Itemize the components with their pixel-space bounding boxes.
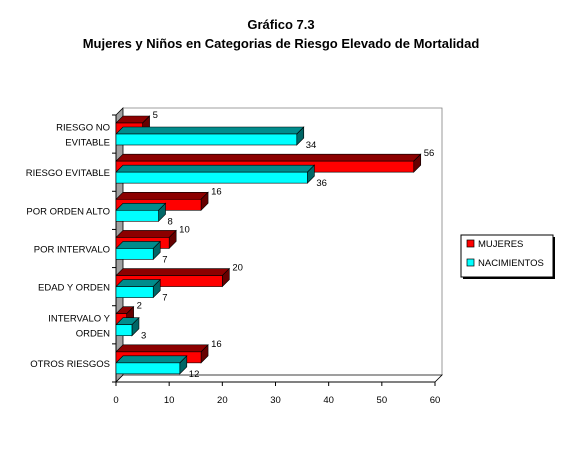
- bar-top-face: [115, 268, 231, 276]
- bar-top-face: [115, 164, 316, 173]
- legend: MUJERES NACIMIENTOS: [460, 234, 555, 279]
- bar-nacimientos: [115, 324, 133, 337]
- chart-title: Gráfico 7.3: [247, 17, 314, 32]
- category-label: RIESGO EVITABLE: [26, 168, 110, 179]
- x-tick-label: 0: [113, 395, 118, 406]
- category-label: POR INTERVALO: [34, 245, 110, 256]
- bar-top-face: [115, 355, 188, 364]
- bar-top-face: [115, 202, 167, 211]
- data-label: 16: [211, 339, 222, 350]
- data-label: 20: [232, 263, 243, 274]
- bar-top-face: [115, 241, 161, 249]
- bar-mujeres: [115, 275, 223, 287]
- bar-nacimientos: [115, 133, 298, 146]
- bar-nacimientos: [115, 286, 154, 298]
- category-label: OTROS RIESGOS: [30, 359, 110, 370]
- data-label: 36: [316, 178, 327, 189]
- bar-top-face: [115, 230, 177, 238]
- category-label: RIESGO NO: [56, 123, 110, 134]
- x-tick-label: 10: [164, 395, 175, 406]
- category-label: INTERVALO Y: [48, 313, 110, 324]
- data-label: 3: [141, 331, 146, 342]
- legend-swatch: [466, 239, 475, 248]
- data-label: 56: [424, 148, 435, 159]
- x-tick-label: 50: [377, 395, 388, 406]
- bar-top-face: [115, 344, 209, 353]
- data-label: 34: [306, 140, 317, 151]
- x-tick-label: 30: [270, 395, 281, 406]
- data-label: 12: [189, 369, 200, 380]
- legend-box: [460, 234, 554, 278]
- bar-nacimientos: [115, 362, 181, 375]
- category-label: POR ORDEN ALTO: [26, 206, 110, 217]
- data-label: 7: [162, 293, 167, 304]
- bar-top-face: [115, 153, 422, 162]
- legend-swatch: [466, 258, 475, 267]
- x-tick-label: 60: [430, 395, 441, 406]
- floor: [115, 374, 443, 383]
- back-wall-edge: [123, 107, 443, 375]
- data-label: 2: [137, 301, 142, 312]
- bar-top-face: [115, 191, 209, 200]
- bar-nacimientos: [115, 171, 308, 184]
- category-label: EDAD Y ORDEN: [38, 283, 110, 294]
- data-label: 10: [179, 224, 190, 235]
- legend-label: NACIMIENTOS: [478, 258, 544, 269]
- chart-subtitle: Mujeres y Niños en Categorias de Riesgo …: [83, 36, 480, 51]
- bar-top-face: [115, 126, 305, 135]
- x-tick-label: 40: [323, 395, 334, 406]
- category-label: ORDEN: [76, 328, 110, 339]
- category-label: EVITABLE: [65, 138, 110, 149]
- bar-nacimientos: [115, 248, 154, 260]
- bar-nacimientos: [115, 209, 159, 222]
- plot-area: 0 10 20 30 40 50 60 RIESGO NO EVITABLE 5 34 RIESGO …: [26, 107, 443, 406]
- data-label: 7: [162, 254, 167, 265]
- data-label: 16: [211, 186, 222, 197]
- legend-label: MUJERES: [478, 239, 523, 250]
- bar-top-face: [115, 279, 161, 287]
- data-label: 8: [168, 216, 173, 227]
- data-label: 5: [153, 110, 158, 121]
- x-tick-label: 20: [217, 395, 228, 406]
